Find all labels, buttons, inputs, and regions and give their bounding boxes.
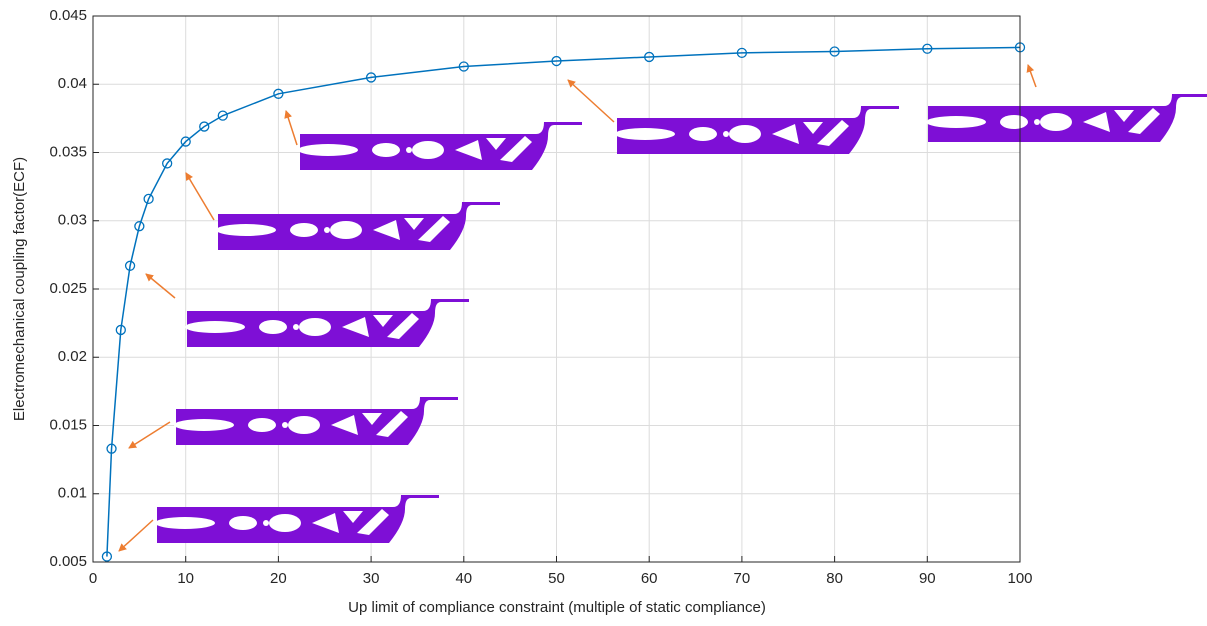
- insets: [118, 64, 1207, 552]
- x-tick-label: 30: [363, 570, 380, 587]
- data-point: [922, 43, 933, 54]
- x-tick-label: 40: [455, 570, 472, 587]
- x-tick-label: 90: [919, 570, 936, 587]
- data-point: [644, 51, 655, 63]
- arrow: [118, 519, 154, 552]
- data-line: [106, 46, 1021, 557]
- y-tick-label: 0.03: [58, 212, 87, 229]
- axes-box: [92, 15, 1021, 563]
- arrow: [1026, 64, 1037, 88]
- y-tick-label: 0.035: [49, 143, 87, 160]
- data-point: [199, 121, 210, 132]
- y-tick-label: 0.04: [58, 75, 87, 92]
- arrow: [185, 172, 215, 221]
- data-point: [124, 260, 136, 271]
- x-tick-label: 80: [826, 570, 843, 587]
- data-point: [115, 324, 126, 336]
- x-tick-label: 20: [270, 570, 287, 587]
- data-point: [180, 136, 191, 147]
- data-point: [273, 88, 284, 99]
- x-tick-label: 60: [641, 570, 658, 587]
- arrow: [128, 421, 171, 449]
- plot-area: [92, 15, 1026, 563]
- arrow: [567, 79, 615, 123]
- overlay: 0 10 20 30 40 50 60 70 80 90 100 0.005 0.01 0.015 0.02…: [49, 7, 1032, 587]
- y-tick-label: 0.025: [49, 280, 87, 297]
- data-point: [829, 46, 840, 57]
- x-tick-label: 50: [548, 570, 565, 587]
- data-point: [736, 47, 748, 59]
- x-axis-label: Up limit of compliance constraint (multi…: [348, 599, 766, 616]
- arrow: [284, 110, 298, 146]
- y-axis-label: Electromechanical coupling factor(ECF): [11, 157, 28, 421]
- data-point: [162, 158, 173, 169]
- data-point: [365, 72, 377, 83]
- data-point: [217, 110, 228, 121]
- x-tick-label: 100: [1007, 570, 1032, 587]
- data-point: [134, 221, 145, 232]
- data-point: [143, 193, 154, 205]
- y-tick-label: 0.045: [49, 7, 87, 24]
- y-tick-label: 0.02: [58, 348, 87, 365]
- y-tick-label: 0.005: [49, 553, 87, 570]
- x-tick-label: 10: [177, 570, 194, 587]
- data-point: [106, 443, 117, 454]
- x-tick-label: 70: [734, 570, 751, 587]
- y-tick-label: 0.01: [58, 485, 87, 502]
- data-point: [551, 55, 562, 67]
- data-point: [458, 61, 469, 72]
- data-point: [101, 551, 113, 562]
- x-tick-label: 0: [89, 570, 97, 587]
- arrow: [145, 273, 176, 299]
- y-tick-label: 0.015: [49, 416, 87, 433]
